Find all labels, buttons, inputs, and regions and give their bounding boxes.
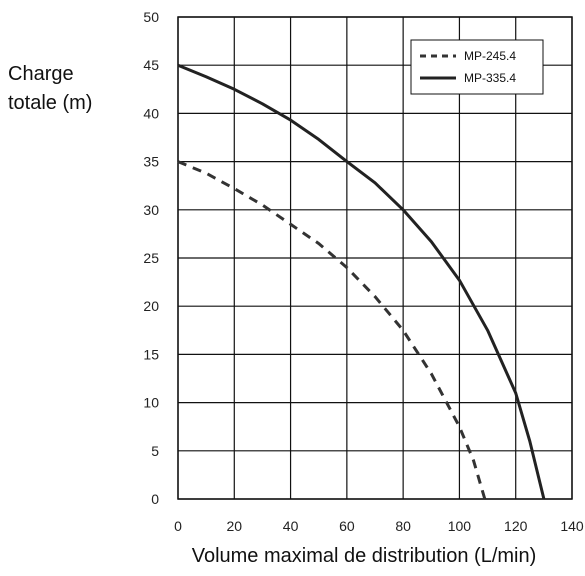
x-tick-label-4: 80 [395, 518, 411, 534]
legend: MP-245.4 MP-335.4 [410, 39, 544, 95]
x-tick-label-3: 60 [339, 518, 355, 534]
plot-frame [177, 16, 573, 500]
legend-label-mp-245-4: MP-245.4 [464, 49, 516, 63]
x-tick-label-1: 20 [226, 518, 242, 534]
y-tick-label-1: 5 [151, 443, 159, 459]
y-tick-label-9: 45 [143, 57, 159, 73]
y-tick-label-0: 0 [151, 491, 159, 507]
y-axis-label-line-2: totale (m) [8, 92, 92, 114]
y-tick-label-10: 50 [143, 9, 159, 25]
y-tick-label-4: 20 [143, 298, 159, 314]
x-tick-label-2: 40 [283, 518, 299, 534]
series-lines [177, 63, 546, 500]
x-tick-label-7: 140 [560, 518, 584, 534]
y-tick-label-3: 15 [143, 346, 159, 362]
x-axis-ticks: 0 20 40 60 80 100 120 140 [174, 518, 584, 534]
y-axis-label-line-1: Charge [8, 63, 74, 85]
series-line-mp-245-4 [177, 160, 487, 500]
y-tick-label-6: 30 [143, 202, 159, 218]
x-tick-label-6: 120 [504, 518, 528, 534]
grid [177, 16, 573, 500]
legend-label-mp-335-4: MP-335.4 [464, 71, 516, 85]
x-tick-label-5: 100 [448, 518, 472, 534]
x-tick-label-0: 0 [174, 518, 182, 534]
series-line-mp-335-4 [177, 63, 546, 500]
x-axis-label: Volume maximal de distribution (L/min) [192, 545, 537, 567]
y-tick-label-8: 40 [143, 105, 159, 121]
y-tick-label-5: 25 [143, 250, 159, 266]
y-axis-ticks: 0 5 10 15 20 25 30 35 40 45 50 [143, 9, 159, 507]
y-tick-label-2: 10 [143, 395, 159, 411]
legend-box [410, 39, 544, 95]
y-tick-label-7: 35 [143, 154, 159, 170]
